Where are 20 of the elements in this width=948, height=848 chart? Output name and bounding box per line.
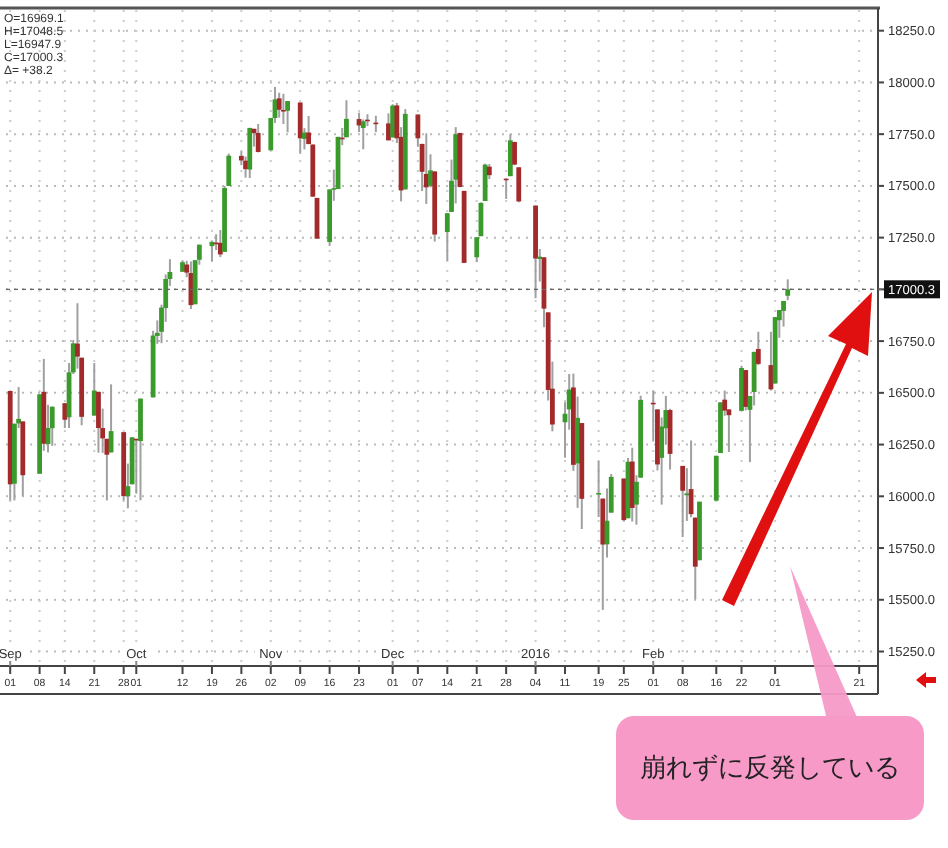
candlestick — [360, 118, 366, 151]
candlestick — [743, 369, 749, 412]
candlestick — [596, 459, 602, 518]
candlestick — [280, 92, 286, 126]
candlestick — [255, 123, 261, 154]
candlestick — [621, 477, 627, 523]
candlestick — [96, 390, 101, 454]
candlestick — [344, 99, 349, 139]
candlestick — [680, 464, 686, 539]
candlestick — [482, 162, 488, 203]
text: 崩れずに反発している — [640, 754, 900, 784]
candlestick — [785, 278, 791, 302]
candlestick — [285, 100, 290, 134]
candlestick — [138, 397, 143, 502]
candlestick — [755, 330, 761, 367]
candlestick — [49, 405, 55, 447]
candlestick — [297, 101, 303, 155]
candlestick — [507, 133, 513, 178]
candlestick — [474, 236, 480, 264]
candlestick — [276, 91, 282, 119]
